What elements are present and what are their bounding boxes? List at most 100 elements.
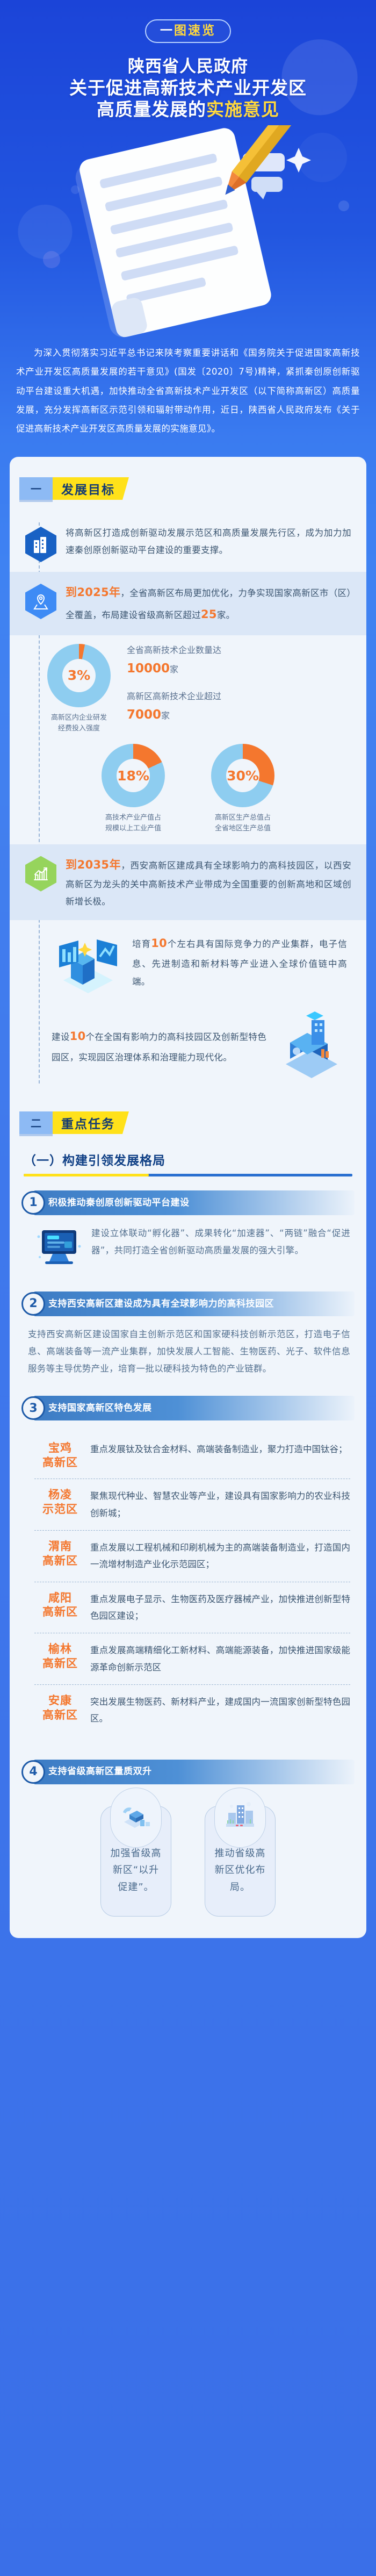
region-4-l2: 高新区 xyxy=(42,1657,78,1670)
region-3-l2: 高新区 xyxy=(42,1605,78,1619)
task-3[interactable]: 3 支持国家高新区特色发展 xyxy=(21,1396,355,1421)
section-2-heading: 二 重点任务 xyxy=(19,1111,366,1134)
donut-30-caption-l2: 全省地区生产总值 xyxy=(214,824,271,833)
document-pencil-illustration xyxy=(43,125,349,338)
region-5-l1: 安康 xyxy=(48,1694,72,1707)
title-line-1: 陕西省人民政府 xyxy=(128,57,248,77)
location-pin-hex-icon xyxy=(25,583,56,619)
region-4-l1: 榆林 xyxy=(48,1642,72,1656)
region-list: 宝鸡 高新区 重点发展钛及钛合金材料、高端装备制造业，聚力打造中国钛谷； 杨凌 … xyxy=(34,1432,350,1735)
donut-30-value: 30% xyxy=(227,767,259,784)
region-desc-xianyang: 重点发展电子显示、生物医药及医疗器械产业，加快推进创新型特色园区建设； xyxy=(90,1594,350,1621)
stat-zone-enterprises: 高新区高新技术企业超过 7000家 xyxy=(127,689,221,726)
donut-3-caption-l2: 经费投入强度 xyxy=(57,724,100,733)
region-5-l2: 高新区 xyxy=(42,1708,78,1721)
building-hex-icon xyxy=(25,526,56,562)
region-name-ankang: 安康 高新区 xyxy=(34,1694,86,1727)
goal-row-parks: 建设10个在全国有影响力的高科技园区及创新型特色园区，实现园区治理体系和治理能力… xyxy=(10,1003,366,1089)
donut-side-stats: 全省高新技术企业数量达 10000家 高新区高新技术企业超过 7000家 xyxy=(127,643,221,736)
task-1-text: 建设立体联动“孵化器”、成果转化“加速器”、“两链”融合“促进器”，共同打造全省… xyxy=(91,1228,350,1256)
stat-0-post: 家 xyxy=(170,664,179,675)
park-pre: 建设 xyxy=(52,1032,70,1043)
goal-cluster-text: 培育10个左右具有国际竞争力的产业集群，电子信息、先进制造和新材料等产业进入全球… xyxy=(128,932,351,992)
region-2-l1: 渭南 xyxy=(48,1539,72,1553)
upgrade-blocks-icon xyxy=(110,1787,162,1848)
task-1-title: 积极推动秦创原创新驱动平台建设 xyxy=(33,1190,355,1215)
region-name-baoji: 宝鸡 高新区 xyxy=(34,1441,86,1470)
section-2-number: 二 xyxy=(19,1111,53,1134)
goal-2025-text: 到2025年，全省高新区布局更加优化，力争实现国家高新区市（区）全覆盖，布局建设… xyxy=(66,582,351,626)
task-4[interactable]: 4 支持省级高新区量质双升 xyxy=(21,1759,355,1784)
donut-30-caption: 高新区生产总值占 全省地区生产总值 xyxy=(211,813,274,834)
task-1[interactable]: 1 积极推动秦创原创新驱动平台建设 xyxy=(21,1190,355,1215)
donut-18-caption-l2: 规模以上工业产值 xyxy=(105,824,161,833)
donut-18-caption: 高技术产业产值占 规模以上工业产值 xyxy=(102,813,165,834)
goal-park-text: 建设10个在全国有影响力的高科技园区及创新型特色园区，实现园区治理体系和治理能力… xyxy=(47,1025,271,1066)
section-1-title: 发展目标 xyxy=(53,477,129,500)
stat-0-num: 10000 xyxy=(127,661,170,676)
badge-highlight: 图速览 xyxy=(174,24,216,38)
donut-3-caption-l1: 高新区内企业研发 xyxy=(50,713,107,722)
twin-card-layout: 推动省级高新区优化布局。 xyxy=(205,1787,276,1917)
subsection-heading: （一）构建引领发展格局 xyxy=(24,1150,352,1176)
goal-2025-count: 25 xyxy=(201,607,217,621)
goal-row-clusters: 培育10个左右具有国际竞争力的产业集群，电子信息、先进制造和新材料等产业进入全球… xyxy=(10,920,366,1003)
monitor-tech-icon xyxy=(34,1225,84,1273)
region-desc-baoji: 重点发展钛及钛合金材料、高端装备制造业，聚力打造中国钛谷； xyxy=(90,1444,348,1455)
section-1-heading: 一 发展目标 xyxy=(19,477,366,500)
goal-2035-lead: 到2035年 xyxy=(66,858,121,871)
growth-chart-hex-icon xyxy=(25,856,56,892)
twin-card-upgrade: 加强省级高新区“以升促建”。 xyxy=(100,1787,171,1917)
region-row-weinan: 渭南 高新区 重点发展以工程机械和印刷机械为主的高端装备制造业，打造国内一流增材… xyxy=(34,1531,350,1582)
donut-3-value: 3% xyxy=(67,668,91,684)
goal-2025-lead: 到2025年 xyxy=(66,585,121,599)
twin-upgrade-text: 加强省级高新区“以升促建”。 xyxy=(110,1847,162,1893)
region-1-l1: 杨凌 xyxy=(48,1488,72,1502)
donut-18-value: 18% xyxy=(117,767,149,784)
goal-row-2035: 到2035年，西安高新区建成具有全球影响力的高科技园区，以西安高新区为龙头的关中… xyxy=(10,844,366,920)
region-0-l2: 高新区 xyxy=(42,1456,78,1469)
title-line-2: 关于促进高新技术产业开发区 xyxy=(69,77,307,99)
cluster-num: 10 xyxy=(151,936,168,950)
section-2-title: 重点任务 xyxy=(53,1111,129,1134)
stat-hightech-enterprises: 全省高新技术企业数量达 10000家 xyxy=(127,643,221,679)
task-2-number: 2 xyxy=(21,1291,45,1316)
region-row-baoji: 宝鸡 高新区 重点发展钛及钛合金材料、高端装备制造业，聚力打造中国钛谷； xyxy=(34,1432,350,1480)
goal-row-2025: 到2025年，全省高新区布局更加优化，力争实现国家高新区市（区）全覆盖，布局建设… xyxy=(10,571,366,635)
header: 一图速览 陕西省人民政府 关于促进高新技术产业开发区 高质量发展的实施意见 xyxy=(0,0,376,121)
task-2[interactable]: 2 支持西安高新区建设成为具有全球影响力的高科技园区 xyxy=(21,1291,355,1316)
twin-cards: 加强省级高新区“以升促建”。 xyxy=(10,1787,366,1917)
badge-prefix: 一 xyxy=(160,24,174,38)
donut-unit-3: 3% 高新区内企业研发 经费投入强度 xyxy=(47,643,111,734)
title-line-3: 高质量发展的实施意见 xyxy=(0,99,376,120)
region-name-yulin: 榆林 高新区 xyxy=(34,1642,86,1676)
task-3-title: 支持国家高新区特色发展 xyxy=(33,1396,355,1421)
region-desc-weinan: 重点发展以工程机械和印刷机械为主的高端装备制造业，打造国内一流增材制造产业化示范… xyxy=(90,1542,350,1570)
donut-chart-30pct: 30% xyxy=(211,744,274,808)
region-desc-ankang: 突出发展生物医药、新材料产业，建成国内一流国家创新型特色园区。 xyxy=(90,1696,350,1724)
cluster-post: 个左右具有国际竞争力的产业集群，电子信息、先进制造和新材料等产业进入全球价值链中… xyxy=(132,938,347,987)
title-line-3-plain: 高质量发展的 xyxy=(97,99,206,120)
industry-cluster-icon xyxy=(47,929,128,994)
section-1-number: 一 xyxy=(19,477,53,500)
donut-chart-3pct: 3% xyxy=(47,643,111,707)
task-3-number: 3 xyxy=(21,1396,45,1420)
twin-layout-text: 推动省级高新区优化布局。 xyxy=(214,1847,266,1893)
region-2-l2: 高新区 xyxy=(42,1554,78,1567)
goal-2035-body: ，西安高新区建成具有全球影响力的高科技园区，以西安高新区为龙头的关中高新技术产业… xyxy=(66,860,352,907)
task-1-number: 1 xyxy=(21,1190,45,1215)
page-title: 陕西省人民政府 关于促进高新技术产业开发区 高质量发展的实施意见 xyxy=(0,57,376,120)
stat-1-post: 家 xyxy=(161,711,170,721)
region-name-weinan: 渭南 高新区 xyxy=(34,1539,86,1573)
region-3-l1: 咸阳 xyxy=(48,1591,72,1604)
task-4-number: 4 xyxy=(21,1760,45,1784)
task-1-body: 建设立体联动“孵化器”、成果转化“加速器”、“两链”融合“促进器”，共同打造全省… xyxy=(34,1225,350,1273)
task-2-text: 支持西安高新区建设国家自主创新示范区和国家硬科技创新示范区，打造电子信息、高端装… xyxy=(28,1329,350,1374)
city-layout-icon xyxy=(214,1787,266,1848)
donut-unit-30: 30% 高新区生产总值占 全省地区生产总值 xyxy=(211,744,274,834)
goal-row-vision: 将高新区打造成创新驱动发展示范区和高质量发展先行区，成为加力加速秦创原创新驱动平… xyxy=(10,515,366,572)
goal-2025-b: 家。 xyxy=(216,609,235,620)
task-4-title: 支持省级高新区量质双升 xyxy=(33,1759,355,1784)
goal-2025-a: ，全省高新区布局更加优化，力争实现国家高新区市（区）全覆盖，布局建设省级高新区超… xyxy=(66,587,351,620)
stat-1-pre: 高新区高新技术企业超过 xyxy=(127,691,222,702)
